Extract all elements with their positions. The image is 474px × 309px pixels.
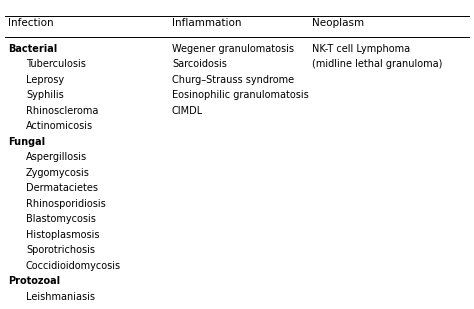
Text: Dermatacietes: Dermatacietes	[26, 184, 98, 193]
Text: Syphilis: Syphilis	[26, 91, 64, 100]
Text: Actinomicosis: Actinomicosis	[26, 121, 93, 132]
Text: Tuberculosis: Tuberculosis	[26, 60, 86, 70]
Text: Sporotrichosis: Sporotrichosis	[26, 245, 95, 256]
Text: CIMDL: CIMDL	[172, 106, 203, 116]
Text: (midline lethal granuloma): (midline lethal granuloma)	[312, 60, 442, 70]
Text: Rhinosporidiosis: Rhinosporidiosis	[26, 199, 106, 209]
Text: Eosinophilic granulomatosis: Eosinophilic granulomatosis	[172, 91, 309, 100]
Text: Zygomycosis: Zygomycosis	[26, 168, 90, 178]
Text: Fungal: Fungal	[8, 137, 45, 147]
Text: Sarcoidosis: Sarcoidosis	[172, 60, 227, 70]
Text: NK-T cell Lymphoma: NK-T cell Lymphoma	[312, 44, 410, 54]
Text: Neoplasm: Neoplasm	[312, 18, 364, 28]
Text: Protozoal: Protozoal	[8, 277, 60, 286]
Text: Inflammation: Inflammation	[172, 18, 241, 28]
Text: Leishmaniasis: Leishmaniasis	[26, 292, 95, 302]
Text: Bacterial: Bacterial	[8, 44, 57, 54]
Text: Blastomycosis: Blastomycosis	[26, 214, 96, 225]
Text: Infection: Infection	[8, 18, 54, 28]
Text: Wegener granulomatosis: Wegener granulomatosis	[172, 44, 294, 54]
Text: Leprosy: Leprosy	[26, 75, 64, 85]
Text: Rhinoscleroma: Rhinoscleroma	[26, 106, 99, 116]
Text: Aspergillosis: Aspergillosis	[26, 153, 87, 163]
Text: Coccidioidomycosis: Coccidioidomycosis	[26, 261, 121, 271]
Text: Histoplasmosis: Histoplasmosis	[26, 230, 100, 240]
Text: Churg–Strauss syndrome: Churg–Strauss syndrome	[172, 75, 294, 85]
